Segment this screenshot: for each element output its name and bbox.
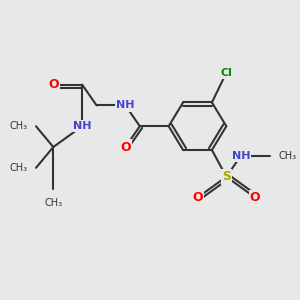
Text: NH: NH bbox=[116, 100, 135, 110]
Text: S: S bbox=[222, 170, 231, 183]
Text: CH₃: CH₃ bbox=[9, 163, 27, 173]
Text: CH₃: CH₃ bbox=[278, 151, 296, 161]
Text: NH: NH bbox=[73, 121, 92, 131]
Text: O: O bbox=[120, 140, 131, 154]
Text: CH₃: CH₃ bbox=[9, 121, 27, 131]
Text: O: O bbox=[192, 191, 203, 204]
Text: CH₃: CH₃ bbox=[44, 198, 62, 208]
Text: O: O bbox=[250, 191, 260, 204]
Text: NH: NH bbox=[232, 151, 250, 161]
Text: O: O bbox=[48, 78, 58, 91]
Text: Cl: Cl bbox=[220, 68, 232, 78]
